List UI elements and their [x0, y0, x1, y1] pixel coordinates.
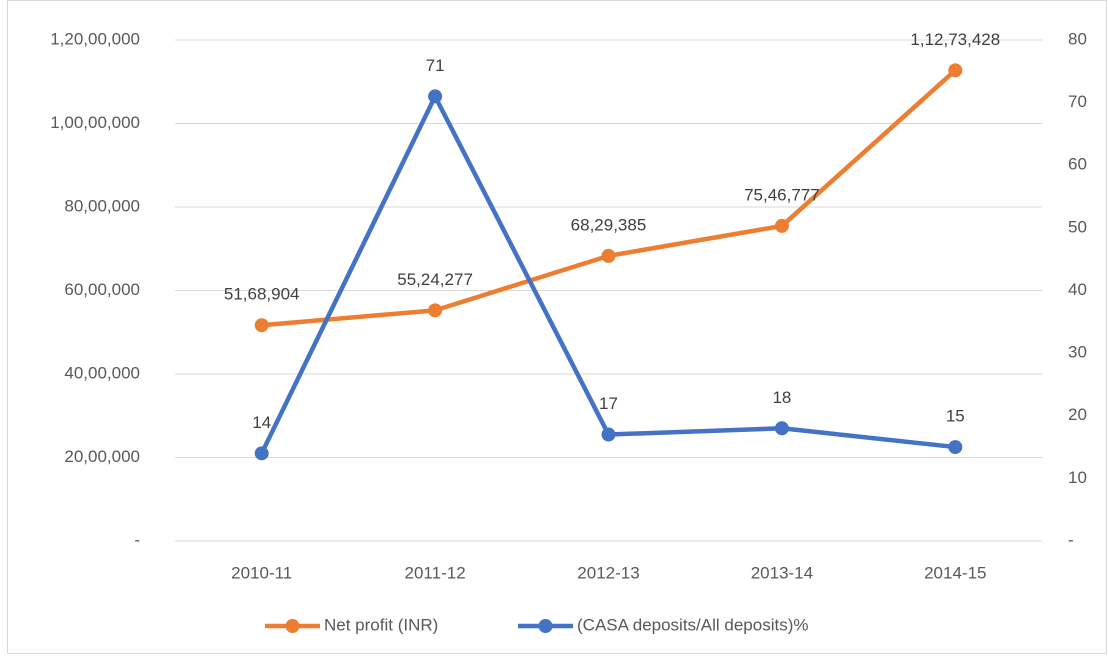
marker — [254, 446, 269, 461]
chart-border — [7, 0, 1107, 654]
legend-marker — [538, 619, 553, 633]
x-tick-label: 2013-14 — [751, 563, 813, 582]
data-label: 71 — [426, 56, 445, 75]
y2-tick-label: 10 — [1068, 468, 1087, 487]
marker — [254, 318, 269, 333]
data-label: 18 — [772, 388, 791, 407]
marker — [774, 218, 789, 233]
y-tick-label: 1,20,00,000 — [50, 29, 140, 48]
y2-tick-label: 30 — [1068, 343, 1087, 362]
data-label: 14 — [252, 413, 271, 432]
data-label: 15 — [946, 407, 965, 426]
marker — [428, 303, 443, 318]
y2-tick-label: - — [1068, 530, 1074, 549]
y2-tick-label: 40 — [1068, 280, 1087, 299]
data-label: 68,29,385 — [571, 215, 647, 234]
y-tick-label: 1,00,00,000 — [50, 113, 140, 132]
y2-tick-label: 70 — [1068, 92, 1087, 111]
y2-tick-label: 20 — [1068, 405, 1087, 424]
y-tick-label: - — [134, 530, 140, 549]
marker — [948, 440, 963, 455]
marker — [948, 63, 963, 78]
data-label: 51,68,904 — [224, 285, 300, 304]
legend-label: (CASA deposits/All deposits)% — [577, 615, 809, 634]
data-label: 55,24,277 — [397, 270, 473, 289]
y-tick-label: 60,00,000 — [64, 280, 140, 299]
x-tick-label: 2011-12 — [405, 563, 466, 582]
y-tick-label: 20,00,000 — [64, 447, 140, 466]
legend-marker — [285, 619, 300, 633]
y-tick-label: 40,00,000 — [64, 363, 140, 382]
marker — [601, 248, 616, 263]
x-tick-label: 2010-11 — [231, 563, 292, 582]
x-tick-label: 2014-15 — [924, 563, 986, 582]
legend-label: Net profit (INR) — [324, 615, 438, 634]
y2-tick-label: 50 — [1068, 217, 1087, 236]
data-label: 17 — [599, 394, 618, 413]
marker — [774, 421, 789, 436]
marker — [601, 427, 616, 442]
y2-tick-label: 80 — [1068, 29, 1087, 48]
y-tick-label: 80,00,000 — [64, 196, 140, 215]
marker — [428, 89, 443, 104]
data-label: 1,12,73,428 — [910, 30, 1000, 49]
y2-tick-label: 60 — [1068, 155, 1087, 174]
data-label: 75,46,777 — [744, 185, 820, 204]
x-tick-label: 2012-13 — [577, 563, 639, 582]
